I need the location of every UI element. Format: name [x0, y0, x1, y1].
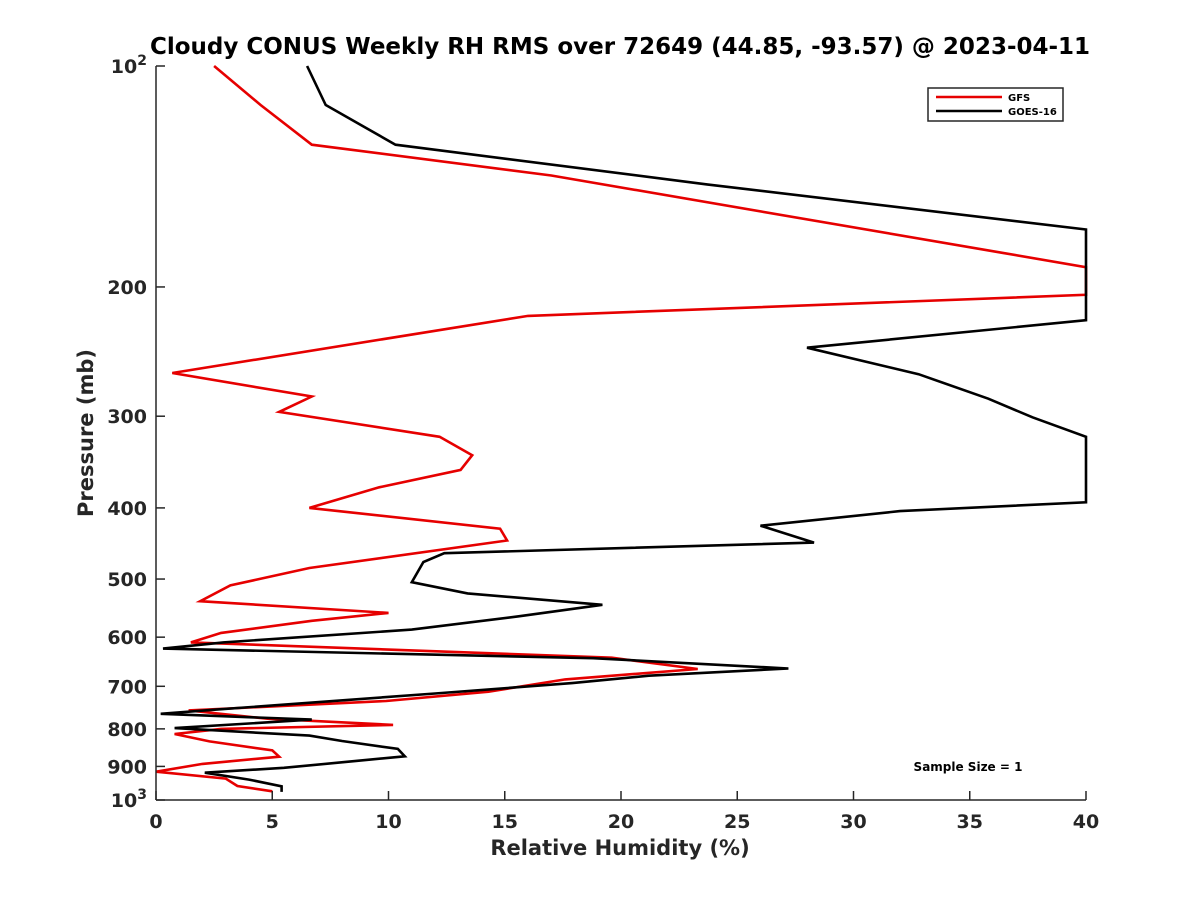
- y-tick-label: 200: [107, 277, 147, 299]
- axes-layer: 0 5 10 15 20 25 30 35 40 102 200 300 400 500 600 700 800…: [107, 53, 1099, 833]
- series-line-gfs: [156, 65, 1088, 793]
- sample-size-annotation: Sample Size = 1: [914, 760, 1023, 774]
- legend-label: GOES-16: [1008, 107, 1057, 118]
- y-axis-label: Pressure (mb): [74, 349, 98, 517]
- y-tick-label: 102: [111, 53, 147, 78]
- legend-box: [927, 87, 1064, 122]
- x-tick-label: 35: [957, 811, 983, 833]
- legend: GFS GOES-16: [927, 87, 1064, 122]
- y-tick-label: 900: [107, 756, 147, 778]
- y-tick-label: 400: [107, 498, 147, 520]
- chart-title: Cloudy CONUS Weekly RH RMS over 72649 (4…: [150, 34, 1090, 60]
- x-tick-label: 5: [266, 811, 279, 833]
- y-tick-label: 103: [111, 787, 147, 812]
- y-tick-label: 500: [107, 569, 147, 591]
- x-tick-label: 0: [149, 811, 162, 833]
- y-tick-label: 300: [107, 406, 147, 428]
- x-axis-label: Relative Humidity (%): [490, 836, 749, 860]
- x-tick-label: 10: [375, 811, 401, 833]
- x-tick-label: 40: [1073, 811, 1099, 833]
- series-line-goes-16: [160, 65, 1088, 792]
- y-tick-label: 700: [107, 676, 147, 698]
- x-tick-label: 30: [840, 811, 866, 833]
- y-tick-label: 800: [107, 719, 147, 741]
- legend-label: GFS: [1008, 93, 1030, 104]
- x-tick-label: 25: [724, 811, 750, 833]
- x-tick-label: 20: [608, 811, 634, 833]
- series-layer: [156, 65, 1088, 793]
- x-tick-label: 15: [492, 811, 518, 833]
- y-tick-label: 600: [107, 627, 147, 649]
